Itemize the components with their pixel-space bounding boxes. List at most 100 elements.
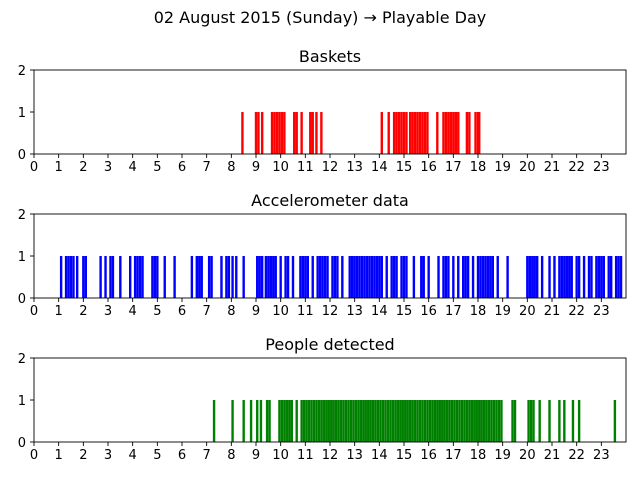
x-tick-label: 6 xyxy=(178,304,186,319)
bar xyxy=(548,400,551,442)
bar xyxy=(325,400,328,442)
bar xyxy=(315,400,318,442)
bar xyxy=(269,256,272,298)
bar xyxy=(336,256,339,298)
bar xyxy=(452,112,455,154)
bar xyxy=(378,256,381,298)
bar xyxy=(138,256,142,298)
x-tick-label: 19 xyxy=(494,160,511,175)
bar xyxy=(442,256,445,298)
x-tick-label: 8 xyxy=(227,160,235,175)
bar xyxy=(597,256,601,298)
bar xyxy=(394,400,397,442)
bar xyxy=(455,400,459,442)
x-tick-label: 14 xyxy=(371,448,388,463)
bar xyxy=(306,256,309,298)
bar xyxy=(474,112,477,154)
bar xyxy=(311,256,314,298)
bar xyxy=(301,256,305,298)
bar xyxy=(413,400,417,442)
x-tick-label: 22 xyxy=(568,304,585,319)
bar xyxy=(300,400,303,442)
x-tick-label: 13 xyxy=(346,448,363,463)
bar xyxy=(447,112,450,154)
bar xyxy=(242,256,245,298)
x-tick-label: 21 xyxy=(544,304,561,319)
x-tick-label: 19 xyxy=(494,304,511,319)
bar xyxy=(326,256,329,298)
bar xyxy=(163,256,166,298)
bar xyxy=(284,256,287,298)
bar xyxy=(293,112,296,154)
bar xyxy=(454,112,457,154)
x-tick-label: 16 xyxy=(420,304,437,319)
bar xyxy=(527,400,530,442)
bar xyxy=(582,256,586,298)
bar xyxy=(231,400,234,442)
bar xyxy=(69,256,73,298)
bar xyxy=(399,400,402,442)
chart-title: People detected xyxy=(265,335,394,354)
bar xyxy=(479,256,482,298)
bar xyxy=(610,256,613,298)
bar xyxy=(264,256,268,298)
bar xyxy=(278,112,281,154)
x-tick-label: 6 xyxy=(178,160,186,175)
bar xyxy=(280,400,284,442)
bar xyxy=(560,256,564,298)
bar xyxy=(267,256,270,298)
bar xyxy=(129,256,132,298)
bar xyxy=(386,400,390,442)
bar xyxy=(278,400,281,442)
bar xyxy=(395,112,398,154)
bar xyxy=(500,400,503,442)
bar xyxy=(330,400,333,442)
bar xyxy=(482,400,486,442)
bar xyxy=(333,256,337,298)
y-tick-label: 1 xyxy=(18,394,26,409)
bar xyxy=(476,256,480,298)
x-tick-label: 12 xyxy=(322,160,339,175)
bar xyxy=(254,112,258,154)
x-tick-label: 12 xyxy=(322,448,339,463)
bar xyxy=(305,400,308,442)
bar xyxy=(260,256,264,298)
bar xyxy=(275,112,279,154)
bar xyxy=(225,256,228,298)
bar xyxy=(352,400,355,442)
bar xyxy=(540,256,544,298)
bar xyxy=(497,400,501,442)
bar xyxy=(320,112,323,154)
bar xyxy=(380,112,383,154)
bar xyxy=(418,112,422,154)
bar xyxy=(436,112,439,154)
bar xyxy=(619,256,623,298)
bar xyxy=(256,400,259,442)
bar xyxy=(369,400,372,442)
bar xyxy=(260,112,264,154)
bar xyxy=(558,256,561,298)
bar xyxy=(381,400,385,442)
bar xyxy=(421,400,424,442)
bar xyxy=(553,256,556,298)
bar xyxy=(421,112,424,154)
x-tick-label: 23 xyxy=(593,160,610,175)
bar xyxy=(151,256,154,298)
x-tick-label: 3 xyxy=(104,304,112,319)
bar xyxy=(156,256,159,298)
y-tick-label: 0 xyxy=(18,436,26,451)
bar xyxy=(617,256,620,298)
bar xyxy=(321,256,324,298)
bar xyxy=(480,400,483,442)
bar xyxy=(427,256,430,298)
x-tick-label: 21 xyxy=(544,160,561,175)
bar xyxy=(486,256,490,298)
bar xyxy=(288,400,291,442)
bar xyxy=(286,256,290,298)
y-tick-label: 0 xyxy=(18,148,26,163)
bar xyxy=(136,256,139,298)
bar xyxy=(358,256,361,298)
bar xyxy=(109,256,112,298)
bar xyxy=(387,112,390,154)
